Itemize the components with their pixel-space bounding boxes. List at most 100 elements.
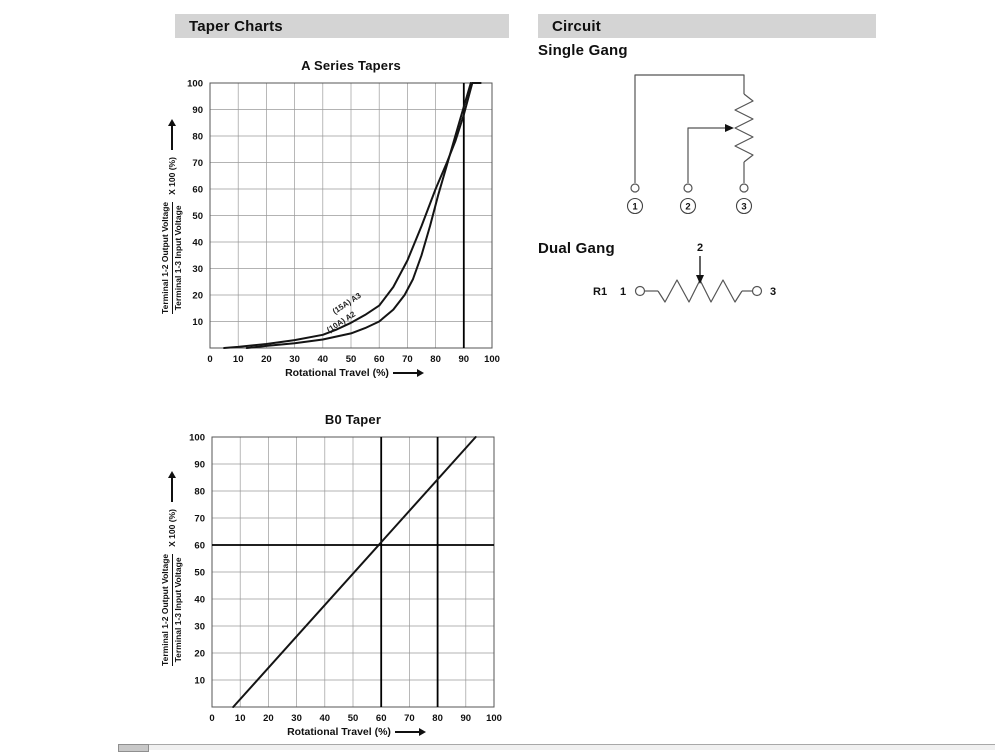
- y-tick-label: 100: [187, 79, 203, 90]
- y-tick-label: 20: [192, 291, 203, 302]
- chart-b-title: B0 Taper: [324, 412, 382, 427]
- terminal-circle: [751, 285, 763, 297]
- x-tick-label: 100: [484, 354, 500, 365]
- terminal-label-wiper: 2: [697, 242, 703, 254]
- x-tick-label: 70: [402, 354, 413, 365]
- y-tick-label: 100: [189, 433, 205, 444]
- chart-b-xaxis-label: Rotational Travel (%): [212, 726, 494, 738]
- x-tick-label: 50: [346, 354, 357, 365]
- terminal-number-circle: [626, 197, 644, 215]
- y-tick-label: 40: [192, 238, 203, 249]
- y-tick-label: 30: [192, 264, 203, 275]
- chart-a-yaxis-denominator: Terminal 1-3 Input Voltage: [172, 205, 183, 311]
- x-tick-label: 60: [374, 354, 385, 365]
- bottom-table-fragment-cell: [118, 744, 149, 752]
- section-header-taper-charts: Taper Charts: [175, 14, 509, 38]
- y-tick-label: 90: [192, 105, 203, 116]
- chart-a-yaxis-fraction: Terminal 1-2 Output Voltage Terminal 1-3…: [160, 201, 184, 314]
- terminal-circle: [683, 183, 693, 193]
- terminal-number-circle: [679, 197, 697, 215]
- chart-b-yaxis-suffix: X 100 (%): [167, 509, 177, 547]
- chart-b-yaxis-fraction: Terminal 1-2 Output Voltage Terminal 1-3…: [160, 553, 184, 666]
- chart-b-yaxis-label: Terminal 1-2 Output Voltage Terminal 1-3…: [155, 452, 189, 692]
- wiper-arrowhead-icon: [725, 124, 734, 132]
- x-tick-label: 50: [348, 713, 359, 724]
- chart-a-xaxis-label: Rotational Travel (%): [210, 367, 492, 379]
- chart-a-title: A Series Tapers: [301, 58, 401, 73]
- single-gang-diagram: 1 2 3: [626, 74, 754, 215]
- x-tick-label: 40: [320, 713, 331, 724]
- x-tick-label: 40: [318, 354, 329, 365]
- terminal-number: 1: [632, 202, 638, 213]
- section-header-taper-charts-label: Taper Charts: [189, 17, 283, 35]
- terminal-circle: [634, 285, 646, 297]
- x-tick-label: 10: [235, 713, 246, 724]
- chart-a-series-tapers: 0 10 20 30 40 50 60 70 80 90 100 10 20 30 40 50 60 70 80 90…: [187, 79, 500, 366]
- resistor-zigzag: [734, 93, 754, 163]
- right-arrow-icon: [394, 728, 426, 735]
- chart-a-yaxis-numerator: Terminal 1-2 Output Voltage: [160, 201, 173, 314]
- up-arrow-icon: [171, 478, 173, 503]
- y-tick-label: 70: [194, 514, 205, 525]
- up-arrow-icon: [171, 126, 173, 151]
- x-tick-label: 0: [209, 713, 214, 724]
- x-tick-label: 100: [486, 713, 502, 724]
- terminal-number: 3: [741, 202, 746, 213]
- terminal-label-left: 1: [620, 286, 626, 298]
- terminal-label-right: 3: [770, 286, 776, 298]
- gridlines: [211, 436, 495, 707]
- x-tick-labels: 0 10 20 30 40 50 60 70 80 90 100: [207, 354, 500, 365]
- x-tick-label: 90: [459, 354, 470, 365]
- dual-gang-diagram: R1 1 2 3: [593, 242, 776, 303]
- chart-b-xaxis-text: Rotational Travel (%): [287, 726, 391, 738]
- bottom-table-fragment-line: [149, 744, 995, 750]
- x-tick-labels: 0 10 20 30 40 50 60 70 80 90 100: [209, 713, 502, 724]
- x-tick-label: 60: [376, 713, 387, 724]
- right-arrow-icon: [392, 369, 424, 376]
- y-tick-label: 80: [194, 487, 205, 498]
- taper-curve: [232, 436, 477, 708]
- y-tick-label: 30: [194, 622, 205, 633]
- plot-frame: [211, 436, 495, 708]
- x-tick-label: 20: [263, 713, 274, 724]
- y-tick-labels: 10 20 30 40 50 60 70 80 90 100: [189, 433, 205, 687]
- y-tick-label: 50: [192, 211, 203, 222]
- dual-gang-heading: Dual Gang: [538, 240, 615, 257]
- terminal-circle: [739, 183, 749, 193]
- chart-b-yaxis-numerator: Terminal 1-2 Output Voltage: [160, 553, 173, 666]
- x-tick-label: 10: [233, 354, 244, 365]
- resistor-label: R1: [593, 286, 607, 298]
- y-tick-label: 80: [192, 132, 203, 143]
- y-tick-label: 20: [194, 649, 205, 660]
- taper-curve: [245, 82, 472, 349]
- plot-frame: [209, 82, 493, 349]
- y-tick-label: 60: [194, 541, 205, 552]
- x-tick-label: 30: [291, 713, 302, 724]
- y-tick-label: 10: [192, 317, 203, 328]
- x-tick-label: 70: [404, 713, 415, 724]
- chart-b-yaxis-denominator: Terminal 1-3 Input Voltage: [172, 557, 183, 663]
- section-header-circuit: Circuit: [538, 14, 876, 38]
- wires: [644, 279, 752, 303]
- chart-a-yaxis-suffix: X 100 (%): [167, 157, 177, 195]
- y-tick-label: 70: [192, 158, 203, 169]
- x-tick-label: 90: [461, 713, 472, 724]
- y-tick-label: 50: [194, 568, 205, 579]
- terminal-circle: [630, 183, 640, 193]
- wiper-arrowhead-icon: [696, 275, 704, 284]
- y-tick-label: 60: [192, 185, 203, 196]
- gridlines: [209, 82, 493, 348]
- wire: [634, 74, 745, 183]
- taper-curve: [223, 82, 482, 349]
- reference-lines: [212, 437, 494, 707]
- section-header-circuit-label: Circuit: [552, 17, 601, 35]
- x-tick-label: 20: [261, 354, 272, 365]
- y-tick-label: 10: [194, 676, 205, 687]
- chart-a-xaxis-text: Rotational Travel (%): [285, 367, 389, 379]
- chart-b0-taper: 0 10 20 30 40 50 60 70 80 90 100 10 20 30 40 50 60 70 80 90…: [189, 433, 502, 725]
- wires: [634, 74, 754, 183]
- y-tick-labels: 10 20 30 40 50 60 70 80 90 100: [187, 79, 203, 329]
- x-tick-label: 80: [430, 354, 441, 365]
- x-tick-label: 80: [432, 713, 443, 724]
- wire: [687, 127, 726, 183]
